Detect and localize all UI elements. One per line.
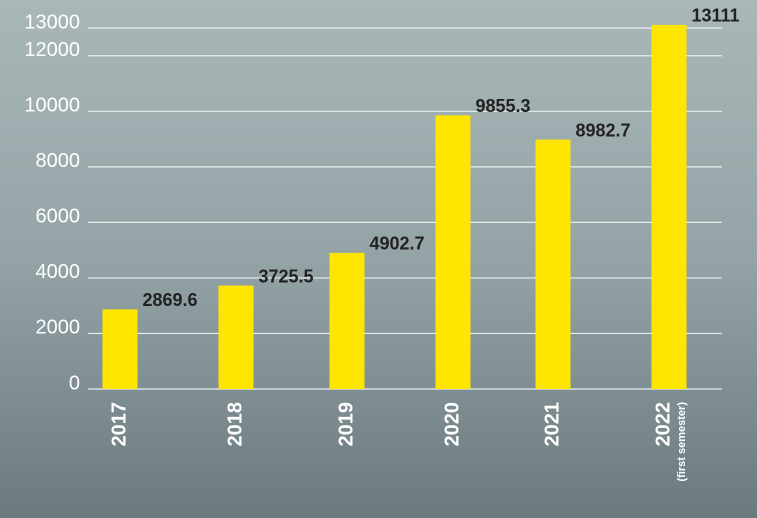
y-tick-label: 2000 xyxy=(36,317,81,339)
bar xyxy=(651,24,687,390)
data-label: 9855.3 xyxy=(476,96,531,116)
y-tick-label: 12000 xyxy=(24,39,80,61)
x-tick-label: 2022 xyxy=(652,402,674,447)
data-label: 4902.7 xyxy=(370,234,425,254)
y-tick-label: 10000 xyxy=(24,95,80,117)
x-tick-label: 2017 xyxy=(108,402,130,447)
data-label: 2869.6 xyxy=(143,290,198,310)
y-tick-label: 6000 xyxy=(36,206,81,228)
data-label: 3725.5 xyxy=(259,266,314,286)
bar xyxy=(329,252,365,389)
bar xyxy=(218,285,254,389)
data-label: 13111 xyxy=(692,6,740,26)
bar xyxy=(535,139,571,389)
y-tick-label: 13000 xyxy=(24,11,80,33)
x-tick-label: 2020 xyxy=(441,402,463,447)
x-tick-label: 2021 xyxy=(541,402,563,447)
y-tick-label: 4000 xyxy=(36,261,81,283)
y-tick-label: 0 xyxy=(69,372,80,394)
x-tick-label: 2019 xyxy=(335,402,357,447)
data-label: 8982.7 xyxy=(576,120,631,140)
bar xyxy=(102,309,138,389)
bar xyxy=(435,115,471,389)
y-tick-label: 8000 xyxy=(36,150,81,172)
x-tick-sublabel: (first semester) xyxy=(676,402,688,482)
x-tick-label: 2018 xyxy=(224,402,246,447)
